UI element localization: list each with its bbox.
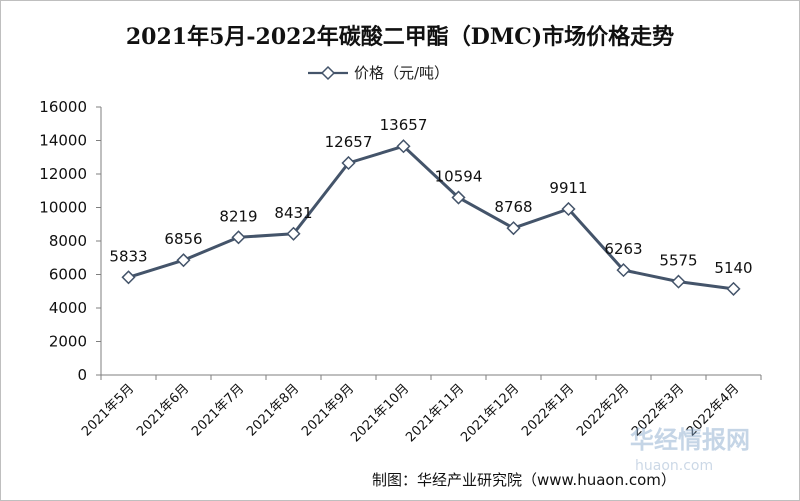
data-point-marker: [121, 270, 136, 285]
x-tick-label: 2021年6月: [134, 381, 192, 439]
data-label: 6856: [164, 230, 202, 248]
series-price: 5833 6856 8219 8431 12657 13657 10594 8768 9911 6…: [109, 116, 753, 296]
x-tick-label: 2021年11月: [403, 381, 467, 445]
data-label: 13657: [380, 116, 428, 134]
y-tick-label: 2000: [49, 333, 87, 351]
data-point-marker: [286, 226, 301, 241]
data-point-marker: [341, 155, 356, 171]
x-tick-label: 2021年9月: [299, 381, 357, 439]
data-label: 8219: [219, 207, 257, 225]
y-tick-label: 14000: [39, 132, 87, 150]
data-point-marker: [671, 274, 686, 289]
x-tick-label: 2021年10月: [348, 381, 412, 445]
y-tick-label: 6000: [49, 266, 87, 284]
data-label: 5833: [109, 247, 147, 265]
legend-label: 价格（元/吨）: [354, 64, 449, 82]
x-tick-label: 2022年2月: [574, 381, 632, 439]
y-tick-label: 12000: [39, 165, 87, 183]
y-tick-label: 10000: [39, 199, 87, 217]
series-line: [128, 144, 734, 291]
data-label: 5575: [659, 252, 697, 270]
x-tick-label: 2021年12月: [458, 381, 522, 445]
data-point-marker: [616, 263, 631, 278]
data-label: 5140: [714, 259, 752, 277]
watermark: 华经情报网 huaon.com: [630, 426, 750, 474]
x-tick-label: 2021年5月: [79, 381, 137, 439]
data-point-marker: [726, 281, 741, 296]
y-tick-label: 0: [77, 366, 87, 384]
x-tick-label: 2022年1月: [519, 381, 577, 439]
x-tick-label: 2021年8月: [244, 381, 302, 439]
data-label: 9911: [549, 179, 587, 197]
data-label: 8768: [494, 198, 532, 216]
x-tick-label: 2021年7月: [189, 381, 247, 439]
data-point-marker: [396, 139, 411, 154]
data-point-marker: [506, 221, 521, 236]
data-label: 6263: [604, 240, 642, 258]
data-label: 8431: [274, 204, 312, 222]
data-point-marker: [176, 253, 191, 268]
watermark-text: 华经情报网: [630, 426, 750, 454]
data-point-marker: [231, 230, 246, 245]
y-tick-label: 4000: [49, 299, 87, 317]
data-point-marker: [561, 201, 576, 217]
chart-title: 2021年5月-2022年碳酸二甲酯（DMC)市场价格走势: [126, 24, 674, 50]
data-label: 10594: [435, 168, 483, 186]
source-caption: 制图：华经产业研究院（www.huaon.com）: [372, 471, 676, 489]
data-label: 12657: [325, 133, 373, 151]
y-tick-label: 8000: [49, 232, 87, 250]
watermark-subtext: huaon.com: [635, 458, 713, 474]
data-point-marker: [451, 190, 466, 205]
y-tick-label: 16000: [39, 98, 87, 116]
y-axis: 0 2000 4000 6000 8000 10000 12000 14000 16000: [39, 98, 102, 384]
legend: 价格（元/吨）: [308, 64, 449, 82]
legend-diamond-marker: [320, 65, 336, 81]
